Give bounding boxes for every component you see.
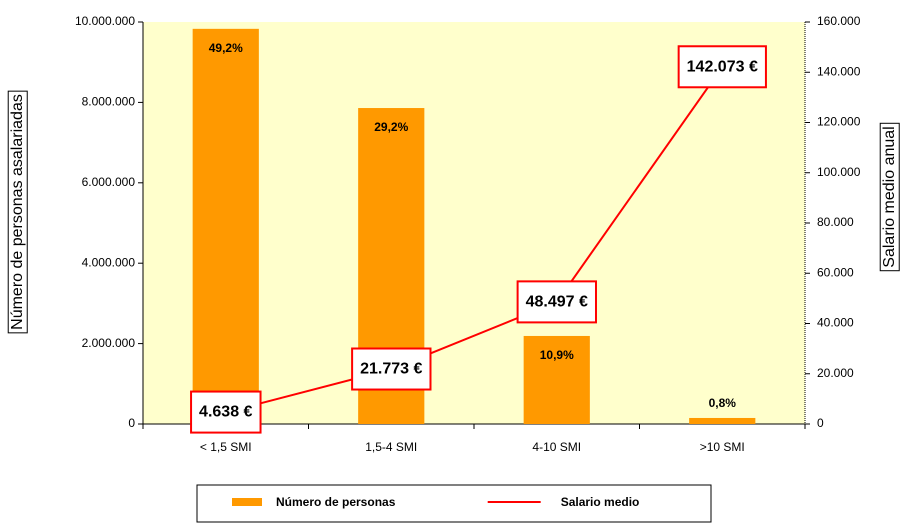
x-tick-label: 4-10 SMI <box>532 440 581 454</box>
y2-tick-label: 140.000 <box>817 64 861 78</box>
value-label-box <box>351 347 432 391</box>
bar <box>192 28 259 425</box>
legend-label: Número de personas <box>276 495 396 509</box>
value-label-box <box>190 390 262 434</box>
y2-tick-label: 120.000 <box>817 115 861 129</box>
y-tick-label: 8.000.000 <box>82 95 136 109</box>
y2-tick-label: 80.000 <box>817 215 854 229</box>
y2-tick-label: 0 <box>817 416 824 430</box>
y2-tick-label: 100.000 <box>817 165 861 179</box>
value-label: 48.497 € <box>526 293 588 310</box>
value-label: 21.773 € <box>360 361 422 378</box>
value-label-group: 48.497 € <box>516 280 597 324</box>
bar-label: 49,2% <box>209 41 243 55</box>
y2-tick-label: 160.000 <box>817 14 861 28</box>
bar-label: 29,2% <box>374 120 408 134</box>
value-label: 142.073 € <box>687 58 758 75</box>
y-tick-label: 0 <box>128 416 135 430</box>
value-label: 4.638 € <box>199 404 252 421</box>
y2-tick-label: 60.000 <box>817 265 854 279</box>
legend-box <box>196 484 712 523</box>
value-label-box <box>516 280 597 324</box>
y-tick-label: 10.000.000 <box>75 14 135 28</box>
y-axis-title: Número de personas asalariadas <box>9 94 26 330</box>
legend-label: Salario medio <box>561 495 640 509</box>
y2-tick-label: 20.000 <box>817 366 854 380</box>
value-label-group: 142.073 € <box>677 45 767 89</box>
y-tick-label: 6.000.000 <box>82 175 136 189</box>
y-tick-label: 2.000.000 <box>82 336 136 350</box>
x-tick-label: >10 SMI <box>700 440 745 454</box>
bar <box>689 417 756 424</box>
value-label-group: 4.638 € <box>190 390 262 434</box>
bar <box>523 335 590 424</box>
x-tick-label: < 1,5 SMI <box>200 440 252 454</box>
y2-tick-label: 40.000 <box>817 316 854 330</box>
legend-swatch <box>232 498 262 506</box>
y2-axis-title-box <box>879 122 900 272</box>
y2-axis-title-group: Salario medio anual <box>879 122 900 272</box>
y2-axis-title: Salario medio anual <box>881 126 898 267</box>
y-tick-label: 4.000.000 <box>82 255 136 269</box>
y-axis-title-group: Número de personas asalariadas <box>7 90 28 334</box>
bar-label: 0,8% <box>709 396 737 410</box>
line <box>225 66 724 414</box>
bar-label: 10,9% <box>540 348 574 362</box>
value-label-group: 21.773 € <box>351 347 432 391</box>
x-tick-label: 1,5-4 SMI <box>365 440 417 454</box>
y-axis-title-box <box>7 90 28 334</box>
value-label-box <box>677 45 767 89</box>
